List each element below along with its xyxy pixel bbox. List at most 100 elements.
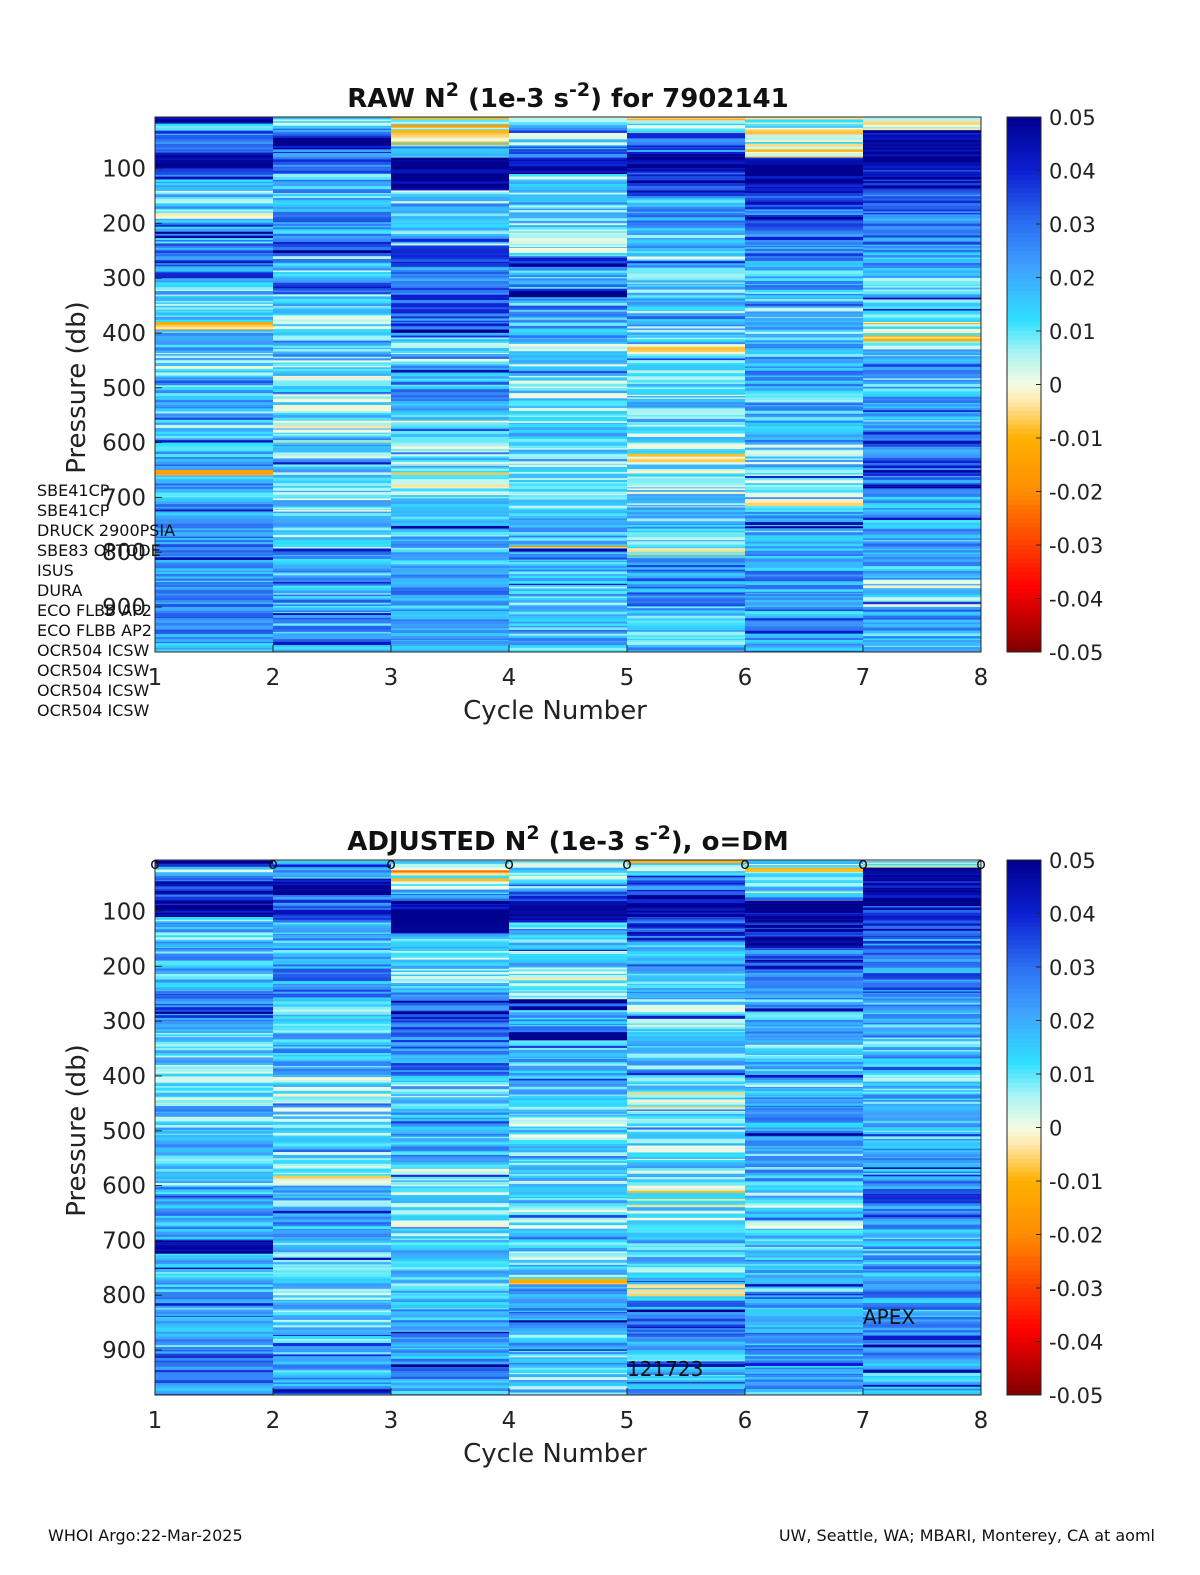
heatmap-cell [273,1274,391,1278]
heatmap-cell [273,398,391,401]
heatmap-cell [391,959,509,963]
heatmap-cell [745,151,863,154]
heatmap-cell [745,346,863,349]
colorbar-segment [1007,580,1041,586]
colorbar-tick-label: 0.02 [1049,267,1096,291]
heatmap-cell [627,389,745,393]
heatmap-cell [745,231,863,235]
heatmap-cell [509,988,627,991]
heatmap-cell [273,455,391,457]
heatmap-cell [745,1213,863,1216]
heatmap-cell [155,299,273,302]
heatmap-cell [745,983,863,987]
heatmap-cell [273,883,391,886]
heatmap-cell [863,554,981,558]
heatmap-cell [745,645,863,648]
heatmap-cell [509,971,627,975]
heatmap-cell [509,257,627,262]
heatmap-cell [745,457,863,459]
heatmap-cell [745,1084,863,1088]
heatmap-cell [863,944,981,946]
heatmap-cell [155,411,273,414]
heatmap-cell [509,522,627,526]
heatmap-cell [273,389,391,393]
heatmap-cell [627,1109,745,1111]
heatmap-cell [863,647,981,650]
heatmap-cell [509,124,627,128]
heatmap-cell [391,1350,509,1354]
sensor-list-item: SBE83 OPTODE [37,541,161,560]
heatmap-cell [863,438,981,441]
heatmap-cell [627,535,745,538]
heatmap-cell [509,1053,627,1057]
heatmap-cell [391,171,509,173]
heatmap-cell [273,238,391,243]
heatmap-cell [391,536,509,540]
heatmap-cell [273,1259,391,1263]
heatmap-cell [391,1211,509,1215]
heatmap-cell [391,1048,509,1052]
heatmap-cell [509,401,627,404]
heatmap-cell [273,201,391,205]
heatmap-cell [155,1171,273,1174]
heatmap-cell [509,1312,627,1314]
heatmap-cell [509,1129,627,1133]
heatmap-cell [509,142,627,146]
heatmap-cell [155,1387,273,1392]
heatmap-cell [391,506,509,509]
heatmap-cell [745,1096,863,1098]
heatmap-cell [745,550,863,553]
heatmap-cell [391,245,509,247]
heatmap-cell [391,433,509,438]
heatmap-cell [509,232,627,236]
heatmap-cell [627,1316,745,1319]
heatmap-cell [155,121,273,124]
heatmap-cell [627,239,745,241]
heatmap-cell [509,286,627,289]
heatmap-cell [509,535,627,538]
heatmap-cell [273,435,391,437]
colorbar-segment [1007,993,1041,999]
heatmap-cell [745,234,863,238]
heatmap-cell [155,995,273,998]
heatmap-cell [745,993,863,997]
x-tick-label: 3 [384,1408,399,1434]
heatmap-cell [391,636,509,640]
heatmap-cell [509,860,627,862]
heatmap-cell [273,1017,391,1019]
heatmap-cell [627,464,745,468]
heatmap-cell [509,588,627,592]
heatmap-cell [509,298,627,301]
colorbar-segment [1007,1377,1041,1383]
heatmap-cell [627,874,745,877]
heatmap-cell [627,963,745,965]
heatmap-cell [509,396,627,399]
heatmap-cell [627,588,745,592]
raw-n2-panel: 1 2 3 4 5 6 7 8100200300400500600700800900Cycle… [62,79,1103,726]
heatmap-cell [391,459,509,463]
heatmap-cell [863,900,981,903]
heatmap-cell [155,366,273,370]
heatmap-cell [745,976,863,980]
heatmap-cell [627,125,745,129]
heatmap-cell [391,610,509,615]
heatmap-cell [155,370,273,372]
heatmap-cell [509,616,627,620]
heatmap-cell [627,1053,745,1056]
heatmap-cell [273,1070,391,1073]
heatmap-cell [273,485,391,489]
heatmap-cell [509,645,627,649]
heatmap-cell [863,1054,981,1057]
colorbar-segment [1007,1310,1041,1316]
heatmap-cell [627,370,745,372]
heatmap-cell [273,342,391,346]
heatmap-cell [509,877,627,880]
heatmap-cell [627,1006,745,1010]
heatmap-cell [273,464,391,468]
heatmap-cell [627,515,745,519]
heatmap-cell [155,319,273,322]
heatmap-cell [863,269,981,271]
heatmap-cell [509,325,627,329]
heatmap-cell [863,420,981,422]
heatmap-cell [627,1187,745,1192]
